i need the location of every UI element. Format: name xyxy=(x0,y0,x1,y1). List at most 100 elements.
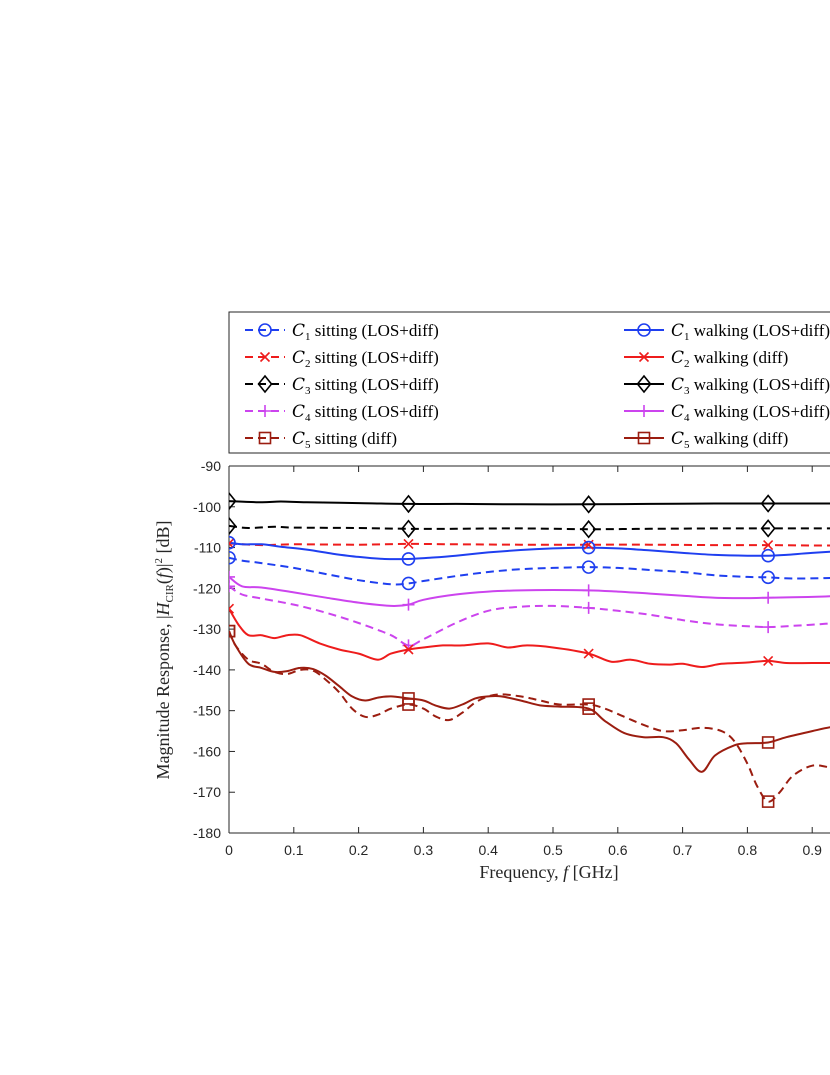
legend-label-suffix: sitting (diff) xyxy=(311,429,398,448)
y-tick-label: -90 xyxy=(201,458,221,474)
legend-marker xyxy=(636,374,652,394)
y-axis-label-unit: [dB] xyxy=(153,520,173,558)
y-axis-label: Magnitude Response, |HCIR(f)|2 [dB] xyxy=(153,520,176,779)
series-line-6 xyxy=(229,541,830,561)
legend-label-sub: 5 xyxy=(684,439,690,451)
legend-marker xyxy=(259,351,271,363)
x-axis-label-var: f xyxy=(563,862,571,882)
plot-area: 0 0.1 0.2 0.3 0.4 0.5 0.6 0.7 0.8 0.9 -90 -100 -110 -… xyxy=(193,458,830,858)
legend-label-prefix: C xyxy=(292,375,305,395)
legend-box xyxy=(228,311,830,454)
series-7-marker xyxy=(403,644,414,655)
legend-label: C5 sitting (diff) xyxy=(292,429,397,451)
legend-label-prefix: C xyxy=(671,375,684,395)
y-tick-label: -160 xyxy=(193,743,221,759)
legend-label-sub: 3 xyxy=(684,385,690,397)
series-8-marker xyxy=(581,495,597,514)
legend-marker xyxy=(638,351,650,363)
legend-label-suffix: walking (LOS+diff) xyxy=(690,402,830,421)
y-tick-label: -180 xyxy=(193,825,221,841)
legend-item-9: C4 walking (LOS+diff) xyxy=(624,402,830,424)
legend-label-suffix: sitting (LOS+diff) xyxy=(311,321,439,340)
legend-label: C4 walking (LOS+diff) xyxy=(671,402,830,424)
y-axis-label-sub: CIR xyxy=(164,583,176,602)
y-axis-label-var: H xyxy=(153,601,173,616)
series-8-marker xyxy=(760,494,776,513)
legend-label-prefix: C xyxy=(671,402,684,422)
y-axis-label-paren: ( xyxy=(153,578,174,584)
legend-label-sub: 1 xyxy=(305,331,311,343)
y-axis-label-var-f: f xyxy=(153,570,173,578)
series-7-marker xyxy=(583,648,594,659)
y-tick-label: -130 xyxy=(193,621,221,637)
legend-label-sub: 2 xyxy=(305,358,311,370)
legend-label-sub: 1 xyxy=(684,331,690,343)
series-7-marker xyxy=(763,655,774,666)
x-tick-label: 0.1 xyxy=(284,842,304,858)
legend-label-prefix: C xyxy=(292,429,305,449)
legend-label-suffix: walking (LOS+diff) xyxy=(690,321,830,340)
legend-item-6: C1 walking (LOS+diff) xyxy=(624,321,830,343)
x-tick-label: 0.2 xyxy=(349,842,369,858)
y-tick-label: -150 xyxy=(193,703,221,719)
series-4-marker xyxy=(762,621,775,634)
series-1-marker xyxy=(581,560,596,574)
series-10-marker xyxy=(402,692,415,705)
series-line-9 xyxy=(229,576,830,607)
legend-item-8: C3 walking (LOS+diff) xyxy=(624,374,830,397)
legend-label-sub: 3 xyxy=(305,385,311,397)
legend-label: C3 walking (LOS+diff) xyxy=(671,375,830,397)
legend-item-3: C3 sitting (LOS+diff) xyxy=(245,374,439,397)
series-6-marker xyxy=(401,552,416,566)
series-line-7 xyxy=(229,608,830,668)
x-tick-label: 0.5 xyxy=(543,842,563,858)
legend: C1 sitting (LOS+diff)C2 sitting (LOS+dif… xyxy=(228,311,830,454)
series-6-marker xyxy=(581,540,596,555)
series-9-marker xyxy=(402,598,415,611)
legend-item-1: C1 sitting (LOS+diff) xyxy=(245,321,439,343)
series-line-10 xyxy=(229,630,830,773)
legend-label-sub: 2 xyxy=(684,358,690,370)
series-3-marker xyxy=(400,519,417,539)
legend-label-prefix: C xyxy=(671,348,684,368)
series-1-marker xyxy=(229,550,236,565)
series-8-marker xyxy=(400,494,417,514)
legend-label: C2 walking (diff) xyxy=(671,348,788,370)
series-3-marker xyxy=(581,519,597,539)
series-line-5 xyxy=(229,630,830,803)
legend-item-10: C5 walking (diff) xyxy=(624,429,788,451)
y-tick-label: -120 xyxy=(193,580,221,596)
series-4-marker xyxy=(229,580,235,593)
series-4-marker xyxy=(582,601,595,614)
series-line-2 xyxy=(229,542,830,547)
y-axis-label-text-a: Magnitude Response, | xyxy=(153,615,173,779)
series-1-marker xyxy=(761,570,775,585)
series-line-3 xyxy=(229,524,830,531)
legend-label-suffix: sitting (LOS+diff) xyxy=(311,348,439,367)
legend-label: C4 sitting (LOS+diff) xyxy=(292,402,439,424)
series-6-marker xyxy=(229,535,236,550)
x-tick-label: 0.8 xyxy=(738,842,758,858)
legend-label-prefix: C xyxy=(671,429,684,449)
legend-label: C3 sitting (LOS+diff) xyxy=(292,375,439,397)
x-tick-label: 0.4 xyxy=(478,842,498,858)
legend-marker xyxy=(638,405,650,417)
legend-label-suffix: walking (LOS+diff) xyxy=(690,375,830,394)
legend-label-prefix: C xyxy=(292,348,305,368)
series-3-marker xyxy=(229,516,237,536)
y-tick-label: -100 xyxy=(193,499,221,515)
legend-item-5: C5 sitting (diff) xyxy=(245,429,397,451)
legend-label: C1 sitting (LOS+diff) xyxy=(292,321,439,343)
series-10-marker xyxy=(229,624,236,638)
legend-label-prefix: C xyxy=(671,321,684,341)
y-tick-label: -170 xyxy=(193,784,221,800)
y-axis-label-sup: 2 xyxy=(153,558,165,564)
legend-label-suffix: sitting (LOS+diff) xyxy=(311,402,439,421)
series-6-marker xyxy=(761,548,775,563)
legend-item-2: C2 sitting (LOS+diff) xyxy=(245,348,439,370)
y-tick-label: -110 xyxy=(194,540,221,556)
x-axis-label-text-a: Frequency, xyxy=(479,862,563,882)
x-tick-label: 0.3 xyxy=(414,842,434,858)
series-1-marker xyxy=(401,576,416,591)
series-9-marker xyxy=(582,584,595,597)
